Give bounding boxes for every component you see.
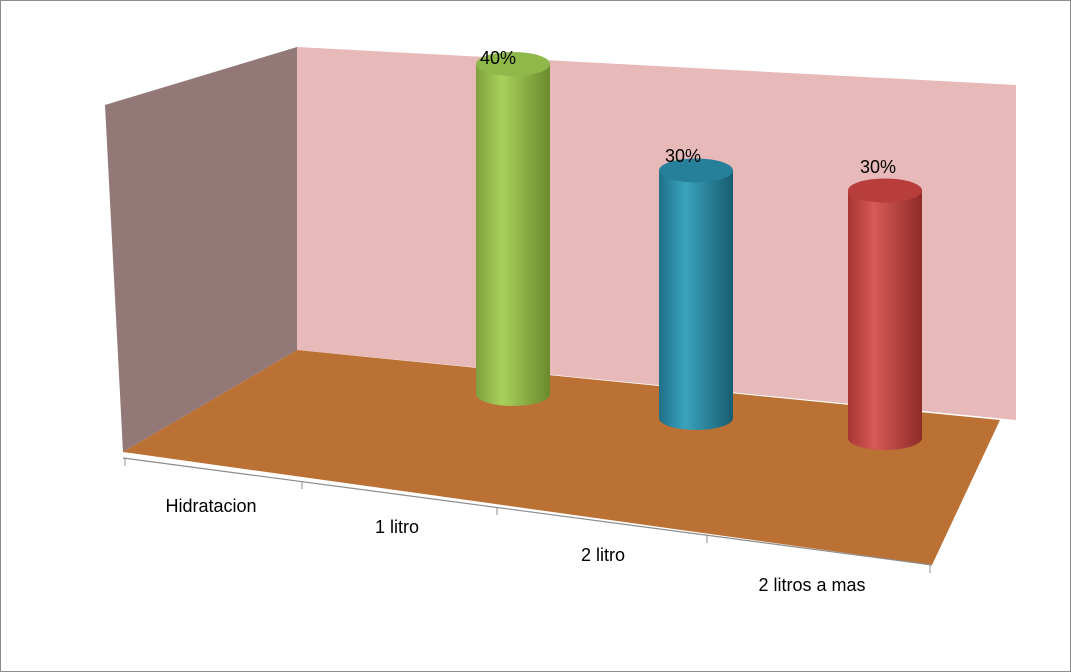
x-tick-label: 1 litro [375,517,419,537]
floor [123,350,1000,565]
data-label: 30% [665,146,701,166]
x-tick-label: Hidratacion [165,496,256,516]
bar-top [476,52,550,76]
bar-2-litros-a-mas [848,178,922,450]
bar-body [659,170,733,430]
data-label: 30% [860,157,896,177]
side-wall [105,47,297,452]
bar-body [476,64,550,406]
x-axis-line [122,457,933,566]
bar-top [659,158,733,183]
x-tick-label: 2 litro [581,545,625,565]
x-tick-label: 2 litros a mas [758,575,865,595]
data-label: 40% [480,48,516,68]
bar-2-litro [659,158,733,430]
bar-top [848,178,922,203]
bar-1-litro [476,52,550,406]
bar-body [848,190,922,450]
